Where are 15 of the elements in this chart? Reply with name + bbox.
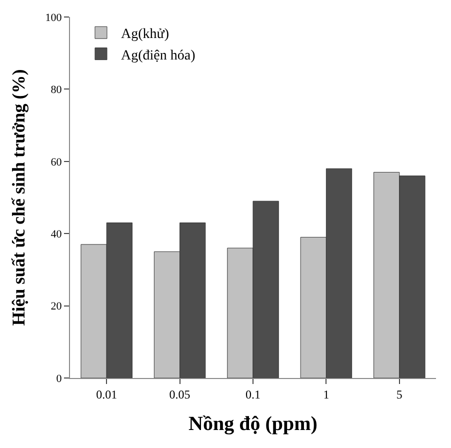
x-tick-label: 1 xyxy=(323,387,330,402)
y-tick-label: 40 xyxy=(50,228,62,240)
y-tick-label: 20 xyxy=(50,300,62,313)
y-tick-label: 80 xyxy=(50,84,62,96)
x-tick-label: 5 xyxy=(396,387,402,402)
x-tick-label: 0.01 xyxy=(96,387,118,402)
y-tick-label: 60 xyxy=(50,156,62,168)
x-axis-title: Nồng độ (ppm) xyxy=(188,412,318,435)
legend-label: Ag(điện hóa) xyxy=(120,48,196,64)
legend-label: Ag(khử) xyxy=(120,27,170,42)
y-tick-label: 100 xyxy=(45,12,62,24)
y-tick-label: 0 xyxy=(56,372,62,385)
x-tick-label: 0.1 xyxy=(246,387,260,402)
y-axis-title: Hiệu suất ức chế sinh trưởng (%) xyxy=(8,69,28,326)
x-tick-label: 0.05 xyxy=(169,387,190,402)
